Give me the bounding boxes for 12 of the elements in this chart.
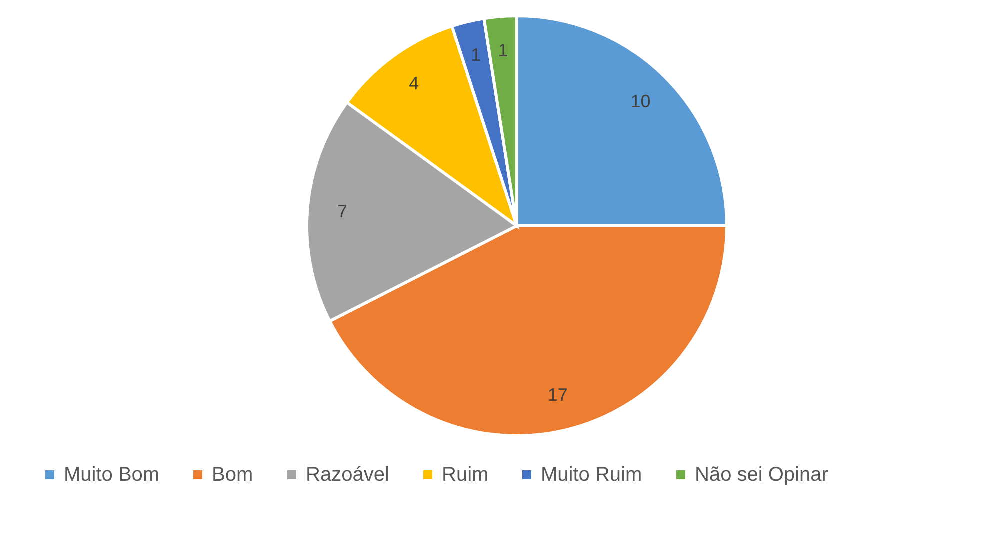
legend-label: Razoável [306, 464, 390, 486]
data-label: 7 [338, 201, 348, 222]
legend-label: Muito Ruim [541, 464, 642, 486]
legend-label: Ruim [442, 464, 489, 486]
data-label: 4 [409, 73, 420, 94]
data-label: 1 [471, 44, 482, 65]
data-label: 10 [630, 91, 651, 112]
legend-label: Muito Bom [64, 464, 160, 486]
legend-label: Não sei Opinar [695, 464, 829, 486]
data-label: 17 [548, 385, 568, 406]
data-label: 1 [498, 40, 508, 61]
legend-label: Bom [212, 464, 254, 486]
